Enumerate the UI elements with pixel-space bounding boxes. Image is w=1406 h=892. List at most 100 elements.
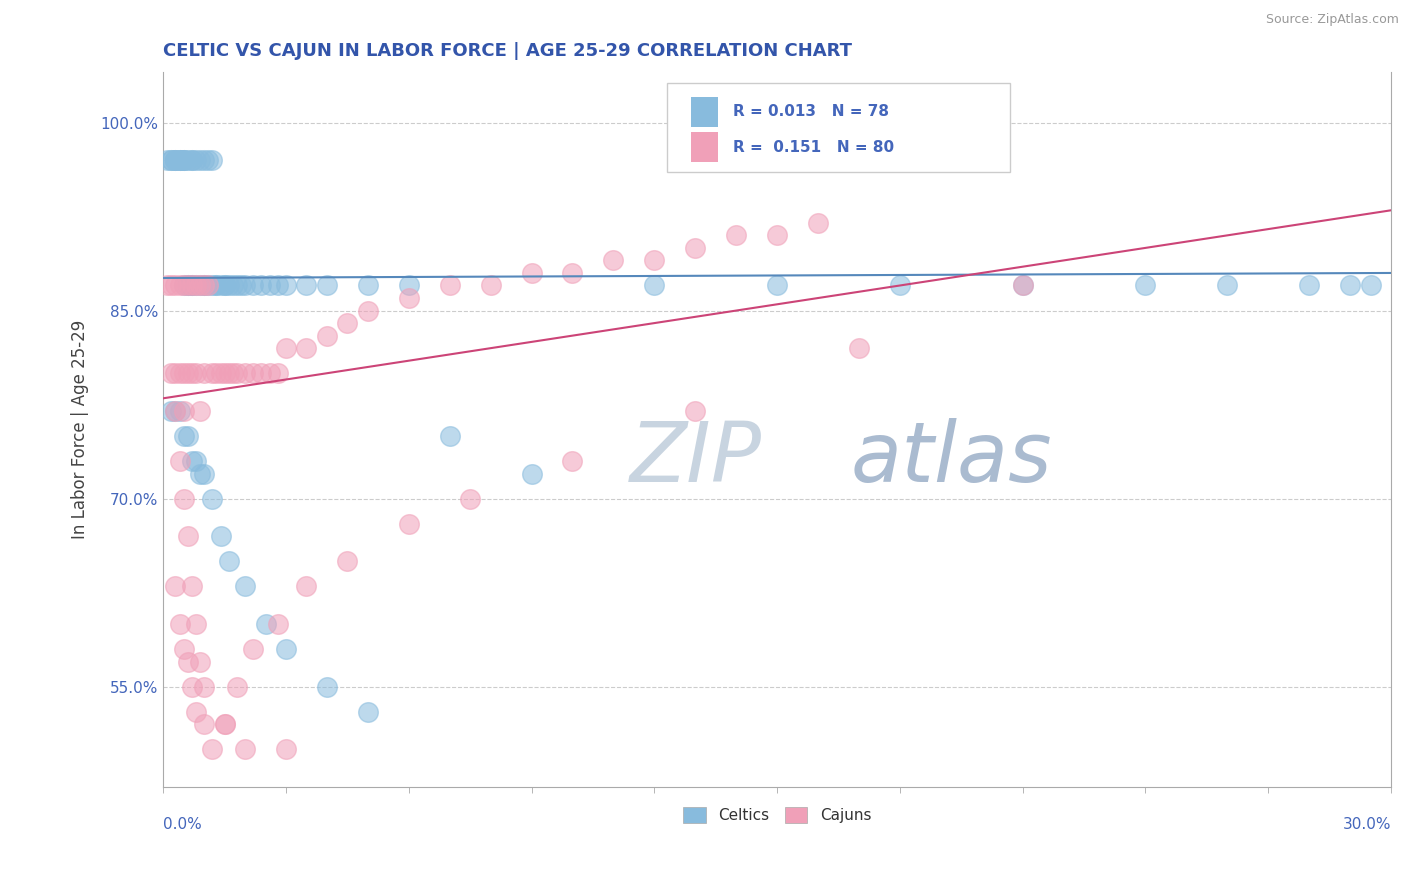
Point (169, 153, 191, 168)
Point (209, 529, 232, 543)
Point (188, 278, 211, 293)
Point (218, 554, 240, 568)
Point (233, 278, 256, 293)
Point (177, 278, 200, 293)
Point (180, 278, 202, 293)
Text: 0.0%: 0.0% (163, 817, 202, 832)
Point (193, 717, 215, 731)
Point (165, 579, 187, 593)
Point (209, 278, 232, 293)
Point (184, 454, 207, 468)
Point (205, 366, 228, 380)
Point (184, 278, 207, 293)
Point (160, 153, 183, 168)
Point (225, 680, 247, 694)
Point (316, 328, 339, 343)
Legend: Celtics, Cajuns: Celtics, Cajuns (676, 801, 877, 830)
Point (156, 278, 179, 293)
Point (214, 278, 236, 293)
Point (683, 241, 706, 255)
Point (177, 278, 200, 293)
Point (165, 153, 187, 168)
Point (205, 278, 228, 293)
Point (180, 366, 202, 380)
Point (188, 404, 211, 418)
Point (180, 153, 202, 168)
Point (274, 742, 297, 756)
Point (254, 616, 277, 631)
Point (889, 278, 911, 293)
Point (165, 278, 187, 293)
Point (160, 404, 183, 418)
Point (173, 153, 195, 168)
Point (201, 278, 224, 293)
Point (274, 341, 297, 355)
Point (1011, 278, 1033, 293)
Point (357, 278, 380, 293)
Point (398, 278, 420, 293)
Point (725, 228, 748, 243)
Point (602, 253, 624, 268)
Point (683, 404, 706, 418)
Point (169, 404, 191, 418)
Point (197, 278, 219, 293)
Point (848, 341, 870, 355)
Point (336, 554, 359, 568)
Point (242, 278, 264, 293)
Point (165, 404, 187, 418)
Text: R =  0.151   N = 80: R = 0.151 N = 80 (733, 140, 894, 155)
Point (165, 153, 187, 168)
Point (180, 680, 202, 694)
Point (193, 278, 215, 293)
Text: Source: ZipAtlas.com: Source: ZipAtlas.com (1265, 13, 1399, 27)
Point (643, 253, 665, 268)
Text: R = 0.013   N = 78: R = 0.013 N = 78 (733, 104, 889, 120)
Point (439, 429, 461, 443)
Point (169, 153, 191, 168)
Point (643, 278, 665, 293)
Point (180, 278, 202, 293)
Point (193, 153, 215, 168)
FancyBboxPatch shape (666, 83, 1011, 172)
Point (479, 278, 502, 293)
Point (218, 366, 240, 380)
Point (1011, 278, 1033, 293)
Point (180, 153, 202, 168)
Point (520, 266, 543, 280)
FancyBboxPatch shape (692, 132, 718, 162)
Point (201, 153, 224, 168)
Point (197, 153, 219, 168)
Text: ZIP: ZIP (630, 417, 762, 499)
Point (165, 366, 187, 380)
Point (188, 153, 211, 168)
Point (197, 278, 219, 293)
Point (766, 278, 789, 293)
Point (336, 316, 359, 330)
Point (274, 278, 297, 293)
Point (201, 491, 224, 506)
Point (259, 366, 281, 380)
Point (233, 366, 256, 380)
Point (173, 642, 195, 657)
Point (177, 655, 200, 669)
Point (398, 516, 420, 531)
Point (398, 291, 420, 305)
Point (193, 467, 215, 481)
FancyBboxPatch shape (692, 96, 718, 127)
Point (173, 278, 195, 293)
Point (1360, 278, 1382, 293)
Point (250, 366, 273, 380)
Point (316, 278, 339, 293)
Point (561, 454, 583, 468)
Point (561, 266, 583, 280)
Text: atlas: atlas (851, 417, 1053, 499)
Point (169, 454, 191, 468)
Point (184, 616, 207, 631)
Point (177, 529, 200, 543)
Point (807, 216, 830, 230)
Text: CELTIC VS CAJUN IN LABOR FORCE | AGE 25-29 CORRELATION CHART: CELTIC VS CAJUN IN LABOR FORCE | AGE 25-… (163, 42, 852, 60)
Point (267, 366, 290, 380)
Point (222, 366, 245, 380)
Point (233, 742, 256, 756)
Point (173, 153, 195, 168)
